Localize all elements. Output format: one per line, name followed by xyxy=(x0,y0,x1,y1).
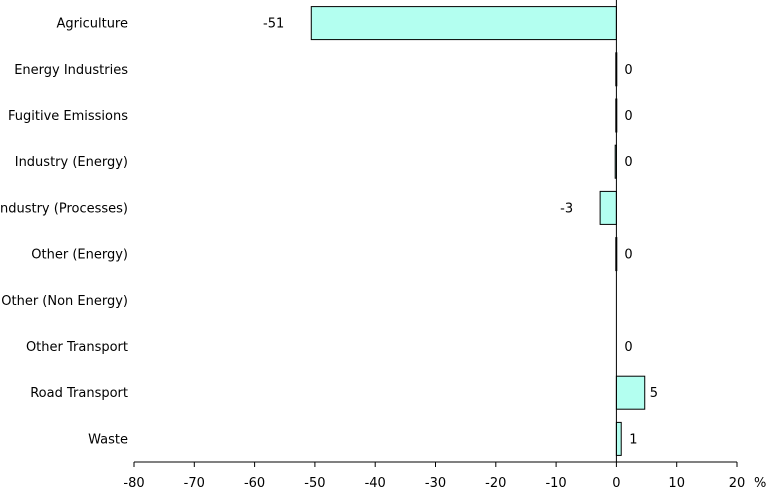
x-tick-label: -60 xyxy=(244,476,265,491)
data-label: 1 xyxy=(629,432,637,447)
x-tick-label: -10 xyxy=(545,476,566,491)
data-label: 0 xyxy=(624,155,632,170)
x-tick-label: -20 xyxy=(485,476,506,491)
category-label: Energy Industries xyxy=(14,63,128,78)
data-label: -3 xyxy=(560,201,573,216)
category-label: Industry (Energy) xyxy=(15,155,128,170)
data-label: 5 xyxy=(650,386,658,401)
data-label: 0 xyxy=(624,63,632,78)
labels-layer: Agriculture Energy Industries Fugitive Emi… xyxy=(0,17,658,448)
category-label: Fugitive Emissions xyxy=(8,109,128,124)
x-tick-label: -70 xyxy=(184,476,205,491)
data-label: 0 xyxy=(624,109,632,124)
axes: -80 -70 -60 -50 -40 -30 -20 -10 0 10 20% xyxy=(123,0,766,491)
data-label: -51 xyxy=(263,17,284,32)
x-tick-label: -80 xyxy=(123,476,144,491)
category-label: Agriculture xyxy=(57,17,129,32)
x-tick-label: 20 xyxy=(729,476,746,491)
category-label: Waste xyxy=(88,432,128,447)
bar-5 xyxy=(599,190,617,225)
x-tick-label: -30 xyxy=(425,476,446,491)
category-label: Industry (Processes) xyxy=(0,201,128,216)
category-label: Other (Energy) xyxy=(31,248,128,263)
bar-9 xyxy=(615,375,646,410)
x-tick-label: -50 xyxy=(304,476,325,491)
x-tick-label: 0 xyxy=(612,476,620,491)
bars-layer xyxy=(310,6,646,456)
data-label: 0 xyxy=(624,340,632,355)
category-label: Other Transport xyxy=(26,340,128,355)
category-label: Road Transport xyxy=(30,386,128,401)
bar-10 xyxy=(615,421,622,456)
x-unit-label: % xyxy=(754,476,766,491)
data-label: 0 xyxy=(624,248,632,263)
category-label: Other (Non Energy) xyxy=(1,294,128,309)
bar-1 xyxy=(310,6,617,41)
x-tick-label: -40 xyxy=(365,476,386,491)
x-tick-label: 10 xyxy=(668,476,685,491)
